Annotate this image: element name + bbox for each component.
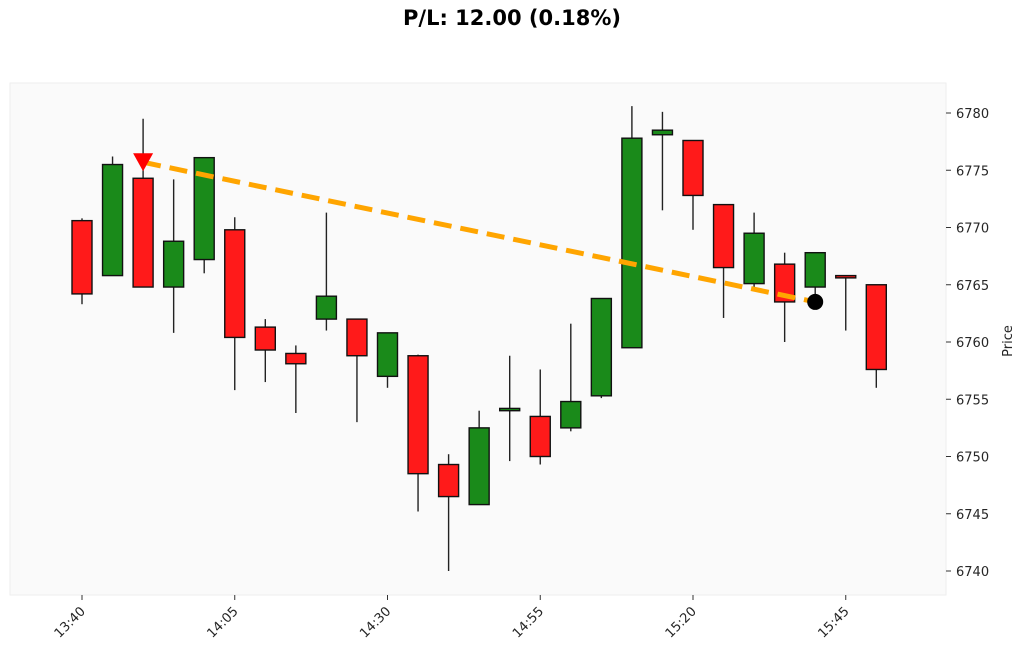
candle-body-up bbox=[804, 251, 826, 288]
y-tick-label: 6780 bbox=[956, 107, 989, 122]
candle-body-up bbox=[376, 332, 399, 378]
candle-body-down bbox=[682, 139, 704, 197]
y-tick-label: 6775 bbox=[956, 164, 989, 179]
x-tick-label: 14:30 bbox=[357, 604, 394, 641]
candle bbox=[590, 297, 613, 399]
y-tick-label: 6750 bbox=[956, 451, 989, 466]
trade-overlay bbox=[133, 153, 824, 310]
candle bbox=[529, 369, 551, 465]
candle-body-down bbox=[835, 274, 857, 279]
candle bbox=[254, 319, 277, 383]
candle-body-up bbox=[193, 156, 215, 261]
candle bbox=[651, 111, 674, 211]
candle-body-up bbox=[621, 137, 643, 349]
candle bbox=[346, 318, 368, 423]
candle bbox=[224, 217, 246, 391]
candle bbox=[835, 274, 857, 331]
candle-body-down bbox=[437, 463, 460, 498]
plot-area bbox=[9, 82, 947, 596]
candle bbox=[132, 118, 154, 288]
candle bbox=[468, 410, 490, 506]
candle-body-down bbox=[407, 355, 429, 475]
y-axis: 6740 6745 6750 6755 6760 6765 6770 6775 6780 bbox=[946, 107, 989, 580]
exit-circle-icon bbox=[807, 293, 824, 310]
entry-down-triangle-icon bbox=[133, 153, 154, 172]
candle bbox=[193, 156, 215, 274]
candle-body-up bbox=[499, 407, 521, 412]
candle-body-up bbox=[651, 129, 674, 136]
candle bbox=[804, 251, 826, 300]
x-tick-label: 14:05 bbox=[204, 604, 241, 641]
y-tick-label: 6765 bbox=[956, 279, 989, 294]
candle bbox=[560, 323, 582, 432]
candle bbox=[285, 345, 307, 413]
candle-body-down bbox=[132, 177, 154, 288]
x-tick-label: 15:20 bbox=[663, 604, 700, 641]
x-axis: 13:40 14:05 14:30 14:55 15:20 15:45 bbox=[52, 595, 853, 641]
candle bbox=[407, 354, 429, 512]
candle-body-up bbox=[590, 297, 613, 397]
candle bbox=[682, 139, 704, 230]
candle-body-down bbox=[254, 326, 277, 351]
y-tick-label: 6755 bbox=[956, 393, 989, 408]
x-tick-label: 14:55 bbox=[510, 604, 547, 641]
candles-group bbox=[71, 106, 887, 571]
candle bbox=[437, 454, 460, 571]
candle bbox=[315, 212, 338, 331]
candle-body-down bbox=[346, 318, 368, 357]
candle bbox=[162, 179, 185, 333]
x-tick-label: 13:40 bbox=[52, 604, 89, 641]
trade-dashed-line bbox=[142, 159, 816, 305]
y-tick-label: 6740 bbox=[956, 565, 989, 580]
candle bbox=[71, 218, 93, 305]
candle-body-up bbox=[315, 295, 338, 320]
candle-body-up bbox=[560, 400, 582, 429]
candle-body-up bbox=[468, 427, 490, 506]
x-tick-label: 15:45 bbox=[815, 604, 852, 641]
y-axis-label: Price bbox=[1001, 325, 1016, 357]
candle-body-down bbox=[865, 284, 887, 371]
y-tick-label: 6770 bbox=[956, 222, 989, 237]
candle bbox=[865, 284, 887, 388]
candle bbox=[743, 212, 765, 288]
candle bbox=[712, 203, 735, 318]
y-tick-label: 6760 bbox=[956, 336, 989, 351]
candle-body-down bbox=[529, 415, 551, 458]
candle bbox=[376, 332, 399, 388]
candle-body-down bbox=[71, 219, 93, 295]
candle-body-up bbox=[162, 240, 185, 288]
y-tick-label: 6745 bbox=[956, 508, 989, 523]
candle bbox=[101, 156, 124, 277]
candle bbox=[621, 106, 643, 349]
candle-body-down bbox=[712, 203, 735, 269]
candle bbox=[499, 355, 521, 462]
candle-body-up bbox=[743, 232, 765, 285]
chart-title: P/L: 12.00 (0.18%) bbox=[403, 6, 621, 30]
candle-body-down bbox=[285, 352, 307, 365]
candle-body-down bbox=[224, 229, 246, 339]
candle-body-up bbox=[101, 163, 124, 277]
